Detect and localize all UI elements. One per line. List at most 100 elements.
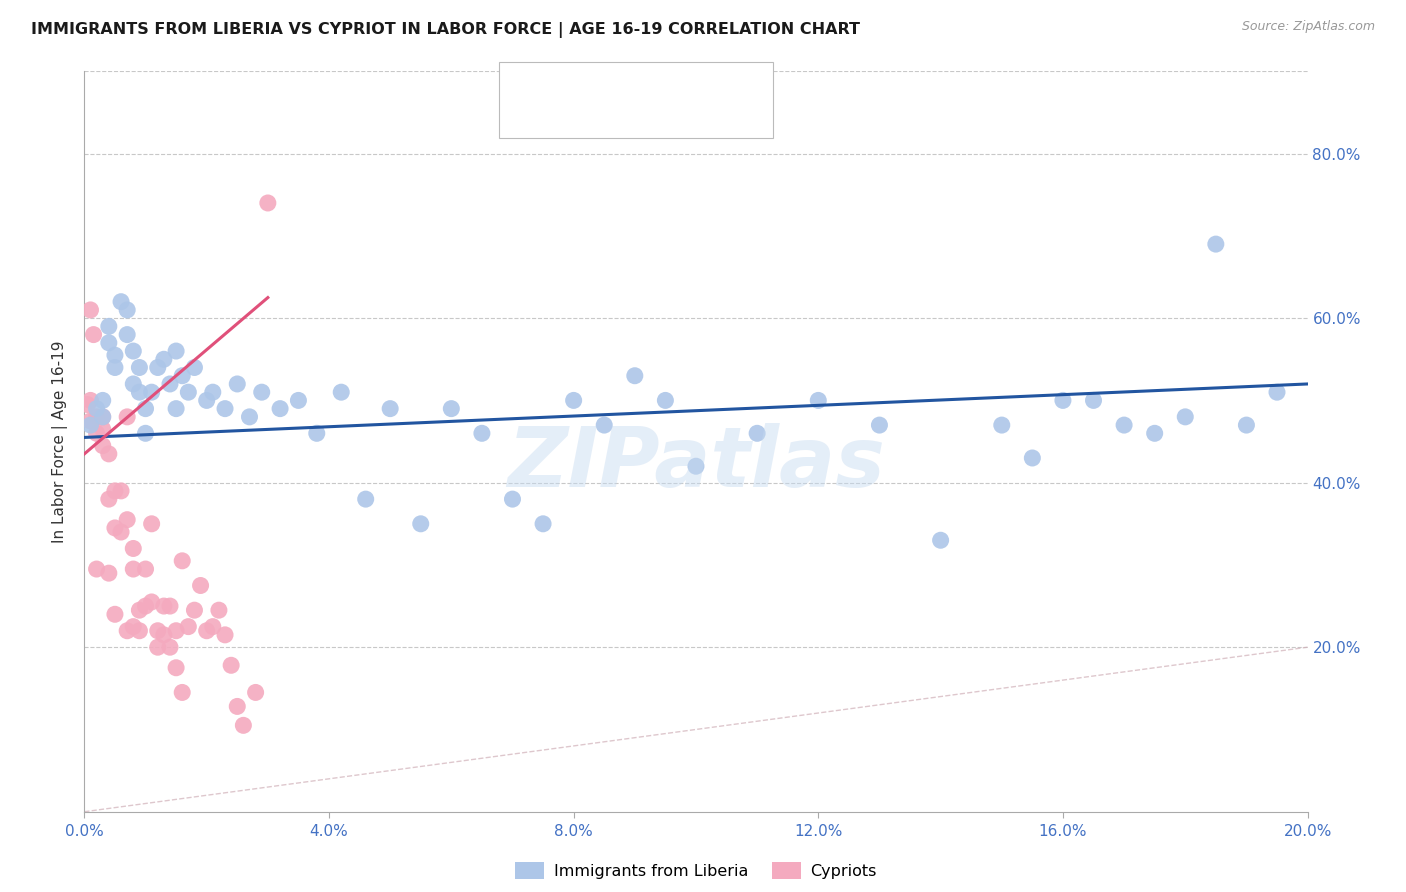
Text: R =: R =	[546, 107, 581, 122]
Point	[91, 439, 114, 453]
Point	[146, 360, 169, 375]
Point	[214, 628, 236, 642]
Point	[122, 619, 145, 633]
Point	[86, 409, 108, 424]
Point	[128, 624, 150, 638]
Bar	[509, 102, 536, 128]
Point	[122, 344, 145, 359]
Point	[1052, 393, 1074, 408]
Point	[86, 562, 108, 576]
Point	[1205, 237, 1227, 252]
Point	[807, 393, 830, 408]
Point	[104, 360, 127, 375]
Point	[79, 302, 101, 317]
Point	[219, 658, 242, 673]
Point	[141, 516, 163, 531]
Point	[141, 595, 163, 609]
Point	[91, 409, 114, 424]
Point	[172, 685, 194, 699]
Point	[330, 385, 353, 400]
Point	[380, 401, 402, 416]
Point	[177, 619, 200, 633]
Point	[76, 398, 98, 412]
Point	[531, 516, 554, 531]
Point	[195, 393, 218, 408]
Point	[654, 393, 676, 408]
Point	[232, 718, 254, 732]
Point	[172, 554, 194, 568]
Point	[165, 661, 187, 675]
Point	[245, 685, 267, 699]
Point	[115, 327, 138, 342]
Point	[183, 360, 205, 375]
Point	[1021, 450, 1043, 465]
Point	[190, 578, 212, 592]
Point	[97, 566, 120, 581]
Point	[86, 401, 108, 416]
Point	[135, 562, 157, 576]
Point	[153, 599, 176, 613]
Point	[146, 640, 169, 655]
Point	[1265, 385, 1288, 400]
Point	[91, 409, 114, 424]
Point	[128, 603, 150, 617]
Point	[201, 619, 224, 633]
Point	[153, 352, 176, 367]
Point	[172, 368, 194, 383]
Point	[122, 376, 145, 391]
Point	[135, 599, 157, 613]
Point	[146, 624, 169, 638]
Point	[269, 401, 291, 416]
Point	[287, 393, 309, 408]
Point	[97, 447, 120, 461]
Point	[122, 541, 145, 556]
Point	[79, 414, 101, 428]
Point	[91, 422, 114, 436]
Point	[165, 344, 187, 359]
Point	[250, 385, 273, 400]
Point	[562, 393, 585, 408]
Point	[409, 516, 432, 531]
Point	[86, 426, 108, 441]
Point	[257, 196, 280, 211]
Point	[104, 521, 127, 535]
Text: 62: 62	[692, 76, 714, 91]
Point	[624, 368, 647, 383]
Point	[79, 418, 101, 433]
Point	[115, 513, 138, 527]
Point	[201, 385, 224, 400]
Point	[747, 426, 769, 441]
Point	[593, 418, 616, 433]
Point	[165, 401, 187, 416]
Point	[440, 401, 463, 416]
Point	[79, 393, 101, 408]
Point	[135, 401, 157, 416]
Point	[122, 562, 145, 576]
Point	[502, 492, 524, 507]
Point	[128, 360, 150, 375]
Point	[991, 418, 1014, 433]
Text: N =: N =	[652, 76, 688, 91]
Point	[1236, 418, 1258, 433]
Point	[685, 459, 707, 474]
Text: 53: 53	[692, 107, 714, 122]
Point	[128, 385, 150, 400]
Bar	[509, 70, 536, 96]
Point	[1114, 418, 1136, 433]
Text: 0.089: 0.089	[586, 76, 637, 91]
Point	[165, 624, 187, 638]
Point	[97, 319, 120, 334]
Point	[183, 603, 205, 617]
Point	[159, 599, 181, 613]
Point	[135, 426, 157, 441]
Point	[159, 640, 181, 655]
Point	[929, 533, 952, 548]
Point	[104, 607, 127, 622]
Text: 0.411: 0.411	[586, 107, 643, 122]
Text: R =: R =	[546, 76, 581, 91]
Point	[177, 385, 200, 400]
Point	[141, 385, 163, 400]
Point	[305, 426, 328, 441]
Legend: Immigrants from Liberia, Cypriots: Immigrants from Liberia, Cypriots	[509, 855, 883, 885]
Point	[238, 409, 260, 424]
